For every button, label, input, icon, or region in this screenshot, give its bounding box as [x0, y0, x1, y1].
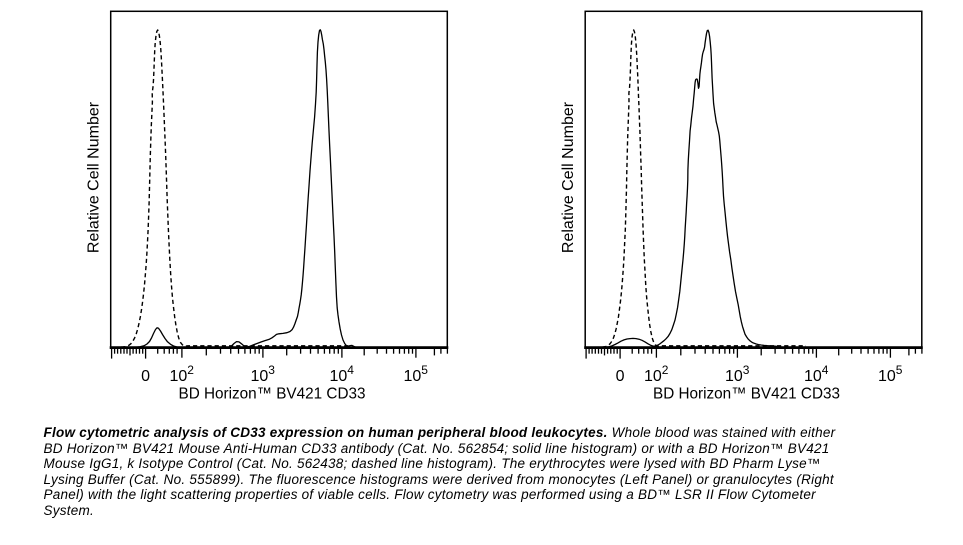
svg-text:BD Horizon™ BV421 CD33: BD Horizon™ BV421 CD33 [179, 385, 366, 402]
svg-text:0: 0 [616, 368, 625, 385]
svg-text:Relative Cell Number: Relative Cell Number [560, 101, 577, 253]
svg-text:Relative Cell Number: Relative Cell Number [85, 101, 102, 253]
svg-text:BD Horizon™ BV421 CD33: BD Horizon™ BV421 CD33 [653, 385, 840, 402]
svg-text:0: 0 [141, 368, 150, 385]
